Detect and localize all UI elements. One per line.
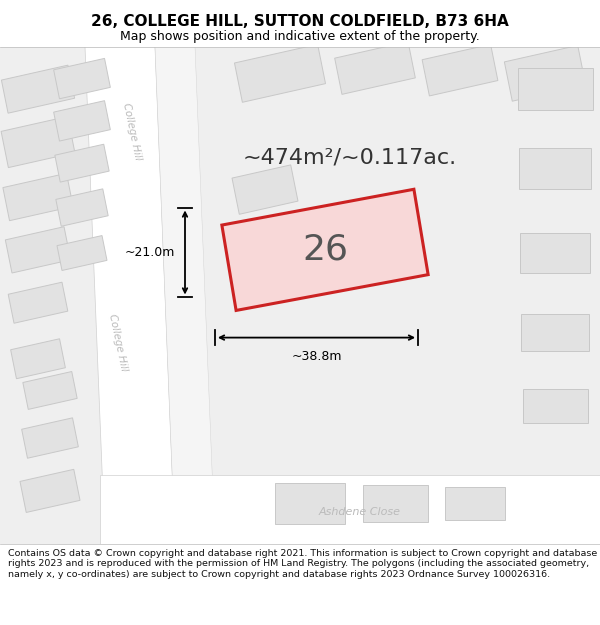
Polygon shape bbox=[11, 339, 65, 379]
Polygon shape bbox=[235, 44, 326, 102]
Polygon shape bbox=[5, 227, 71, 273]
Polygon shape bbox=[22, 418, 79, 458]
Polygon shape bbox=[155, 47, 215, 544]
Polygon shape bbox=[362, 485, 427, 522]
Polygon shape bbox=[1, 116, 75, 168]
Polygon shape bbox=[20, 469, 80, 512]
Text: Map shows position and indicative extent of the property.: Map shows position and indicative extent… bbox=[120, 30, 480, 43]
Polygon shape bbox=[233, 214, 296, 260]
Text: 26, COLLEGE HILL, SUTTON COLDFIELD, B73 6HA: 26, COLLEGE HILL, SUTTON COLDFIELD, B73 … bbox=[91, 14, 509, 29]
Polygon shape bbox=[521, 314, 589, 351]
Polygon shape bbox=[85, 47, 175, 544]
Polygon shape bbox=[335, 42, 415, 94]
Polygon shape bbox=[53, 58, 110, 99]
Polygon shape bbox=[520, 233, 590, 273]
Polygon shape bbox=[100, 475, 600, 544]
Polygon shape bbox=[55, 144, 109, 182]
Polygon shape bbox=[422, 44, 498, 96]
Text: ~38.8m: ~38.8m bbox=[291, 350, 342, 363]
Text: College Hill: College Hill bbox=[107, 313, 129, 372]
Text: ~21.0m: ~21.0m bbox=[125, 246, 175, 259]
Polygon shape bbox=[523, 389, 587, 423]
Polygon shape bbox=[57, 236, 107, 271]
Polygon shape bbox=[1, 65, 74, 113]
Polygon shape bbox=[275, 484, 345, 524]
Text: College Hill: College Hill bbox=[121, 102, 143, 161]
Polygon shape bbox=[222, 189, 428, 311]
Polygon shape bbox=[517, 68, 593, 110]
Polygon shape bbox=[53, 101, 110, 141]
Polygon shape bbox=[519, 148, 591, 189]
Polygon shape bbox=[3, 173, 73, 221]
Polygon shape bbox=[445, 487, 505, 521]
Text: Ashdene Close: Ashdene Close bbox=[319, 507, 401, 517]
Polygon shape bbox=[505, 46, 586, 101]
Polygon shape bbox=[23, 371, 77, 409]
Polygon shape bbox=[8, 282, 68, 323]
Text: ~474m²/~0.117ac.: ~474m²/~0.117ac. bbox=[243, 148, 457, 168]
Polygon shape bbox=[56, 189, 108, 226]
Polygon shape bbox=[232, 165, 298, 214]
Text: 26: 26 bbox=[302, 233, 348, 267]
Text: Contains OS data © Crown copyright and database right 2021. This information is : Contains OS data © Crown copyright and d… bbox=[8, 549, 597, 579]
